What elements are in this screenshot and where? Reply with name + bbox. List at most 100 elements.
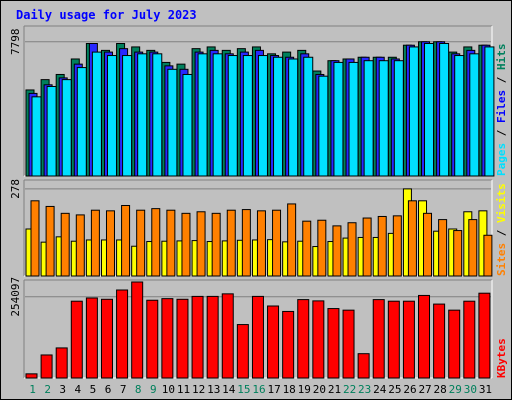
bar-pages-31 xyxy=(484,46,495,177)
x-tick-label-3: 3 xyxy=(59,383,66,396)
x-tick-label-8: 8 xyxy=(135,383,142,396)
bar-kbytes-21 xyxy=(327,308,340,379)
chart-panels: 7798 Pages / Files / Hits 278 Sites / Visit… xyxy=(9,25,508,379)
bar-kbytes-16 xyxy=(251,295,264,379)
bar-sites-21 xyxy=(332,225,342,277)
bar-pages-8 xyxy=(137,53,148,177)
bar-sites-2 xyxy=(45,205,55,277)
bar-pages-21 xyxy=(333,61,344,177)
x-tick-label-5: 5 xyxy=(90,383,97,396)
bar-kbytes-8 xyxy=(131,281,144,379)
bar-kbytes-4 xyxy=(70,300,83,379)
bar-kbytes-5 xyxy=(85,297,98,379)
bar-sites-15 xyxy=(241,209,251,277)
bar-pages-28 xyxy=(439,42,450,177)
max-value-label: 254097 xyxy=(9,277,22,317)
bar-kbytes-3 xyxy=(55,347,68,379)
x-tick-label-17: 17 xyxy=(267,383,280,396)
bar-pages-16 xyxy=(257,55,268,177)
bar-sites-30 xyxy=(468,219,478,277)
legend-item-sites: Sites xyxy=(495,243,508,276)
legend-hits-files-pages: Pages / Files / Hits xyxy=(495,44,508,177)
x-tick-label-19: 19 xyxy=(298,383,311,396)
bar-kbytes-19 xyxy=(297,299,310,379)
bar-pages-22 xyxy=(348,61,359,177)
legend-separator: / xyxy=(495,70,508,90)
x-tick-label-25: 25 xyxy=(388,383,401,396)
bar-kbytes-11 xyxy=(176,298,189,379)
bar-pages-6 xyxy=(106,55,117,177)
bar-sites-22 xyxy=(347,222,357,277)
bar-kbytes-1 xyxy=(25,373,38,379)
bar-kbytes-9 xyxy=(146,299,159,379)
bar-pages-27 xyxy=(424,42,435,177)
bar-kbytes-15 xyxy=(236,324,249,379)
legend-separator: / xyxy=(495,123,508,143)
x-tick-label-16: 16 xyxy=(252,383,265,396)
bar-pages-20 xyxy=(318,75,329,177)
bar-pages-4 xyxy=(76,67,87,177)
max-value-label: 7798 xyxy=(9,29,22,56)
bar-kbytes-14 xyxy=(221,293,234,379)
legend-visits-sites: Sites / Visits xyxy=(495,183,508,276)
bar-sites-12 xyxy=(196,211,206,277)
bar-pages-2 xyxy=(46,86,57,177)
x-tick-label-24: 24 xyxy=(373,383,387,396)
bar-sites-19 xyxy=(302,220,312,277)
bar-kbytes-24 xyxy=(372,299,385,379)
bar-sites-18 xyxy=(287,203,297,277)
bar-kbytes-27 xyxy=(418,294,431,379)
bar-sites-4 xyxy=(75,214,85,277)
bar-sites-25 xyxy=(392,215,402,277)
legend-separator: / xyxy=(495,223,508,243)
series-kbytes xyxy=(25,281,491,379)
bar-sites-26 xyxy=(407,200,417,277)
x-tick-label-2: 2 xyxy=(44,383,51,396)
bar-sites-31 xyxy=(483,234,493,277)
x-tick-label-18: 18 xyxy=(283,383,296,396)
bar-pages-14 xyxy=(227,55,238,177)
bar-kbytes-22 xyxy=(342,309,355,379)
bar-kbytes-29 xyxy=(448,309,461,379)
bar-pages-5 xyxy=(91,51,102,177)
bar-pages-18 xyxy=(288,58,299,177)
bar-kbytes-2 xyxy=(40,354,53,379)
x-tick-label-23: 23 xyxy=(358,383,371,396)
x-tick-label-1: 1 xyxy=(29,383,36,396)
x-tick-label-20: 20 xyxy=(313,383,326,396)
bar-pages-1 xyxy=(31,96,42,177)
bar-pages-3 xyxy=(61,79,72,177)
bar-sites-17 xyxy=(272,209,282,277)
bar-kbytes-17 xyxy=(267,305,280,379)
bar-sites-14 xyxy=(226,209,236,277)
bar-sites-16 xyxy=(256,210,266,277)
panel-visits-sites: 278 Sites / Visits xyxy=(9,179,508,277)
legend-kbytes: KBytes xyxy=(495,338,508,378)
x-tick-label-14: 14 xyxy=(222,383,236,396)
x-tick-label-9: 9 xyxy=(150,383,157,396)
bar-kbytes-26 xyxy=(402,300,415,379)
x-tick-label-7: 7 xyxy=(120,383,127,396)
bar-pages-19 xyxy=(303,56,314,177)
bar-sites-20 xyxy=(317,219,327,277)
bar-kbytes-31 xyxy=(478,292,491,379)
bar-kbytes-12 xyxy=(191,295,204,379)
x-tick-label-15: 15 xyxy=(237,383,250,396)
x-tick-label-26: 26 xyxy=(403,383,416,396)
x-tick-label-30: 30 xyxy=(464,383,477,396)
bar-pages-7 xyxy=(122,55,133,177)
bar-kbytes-30 xyxy=(463,300,476,379)
bar-kbytes-20 xyxy=(312,300,325,379)
x-tick-label-10: 10 xyxy=(162,383,175,396)
bar-pages-15 xyxy=(242,55,253,177)
bar-pages-25 xyxy=(393,60,404,177)
bar-sites-13 xyxy=(211,212,221,277)
bar-kbytes-7 xyxy=(116,289,129,379)
legend-item-files: Files xyxy=(495,90,508,123)
bar-sites-6 xyxy=(105,210,115,277)
bar-kbytes-25 xyxy=(387,300,400,379)
x-tick-label-4: 4 xyxy=(75,383,82,396)
x-tick-label-6: 6 xyxy=(105,383,112,396)
